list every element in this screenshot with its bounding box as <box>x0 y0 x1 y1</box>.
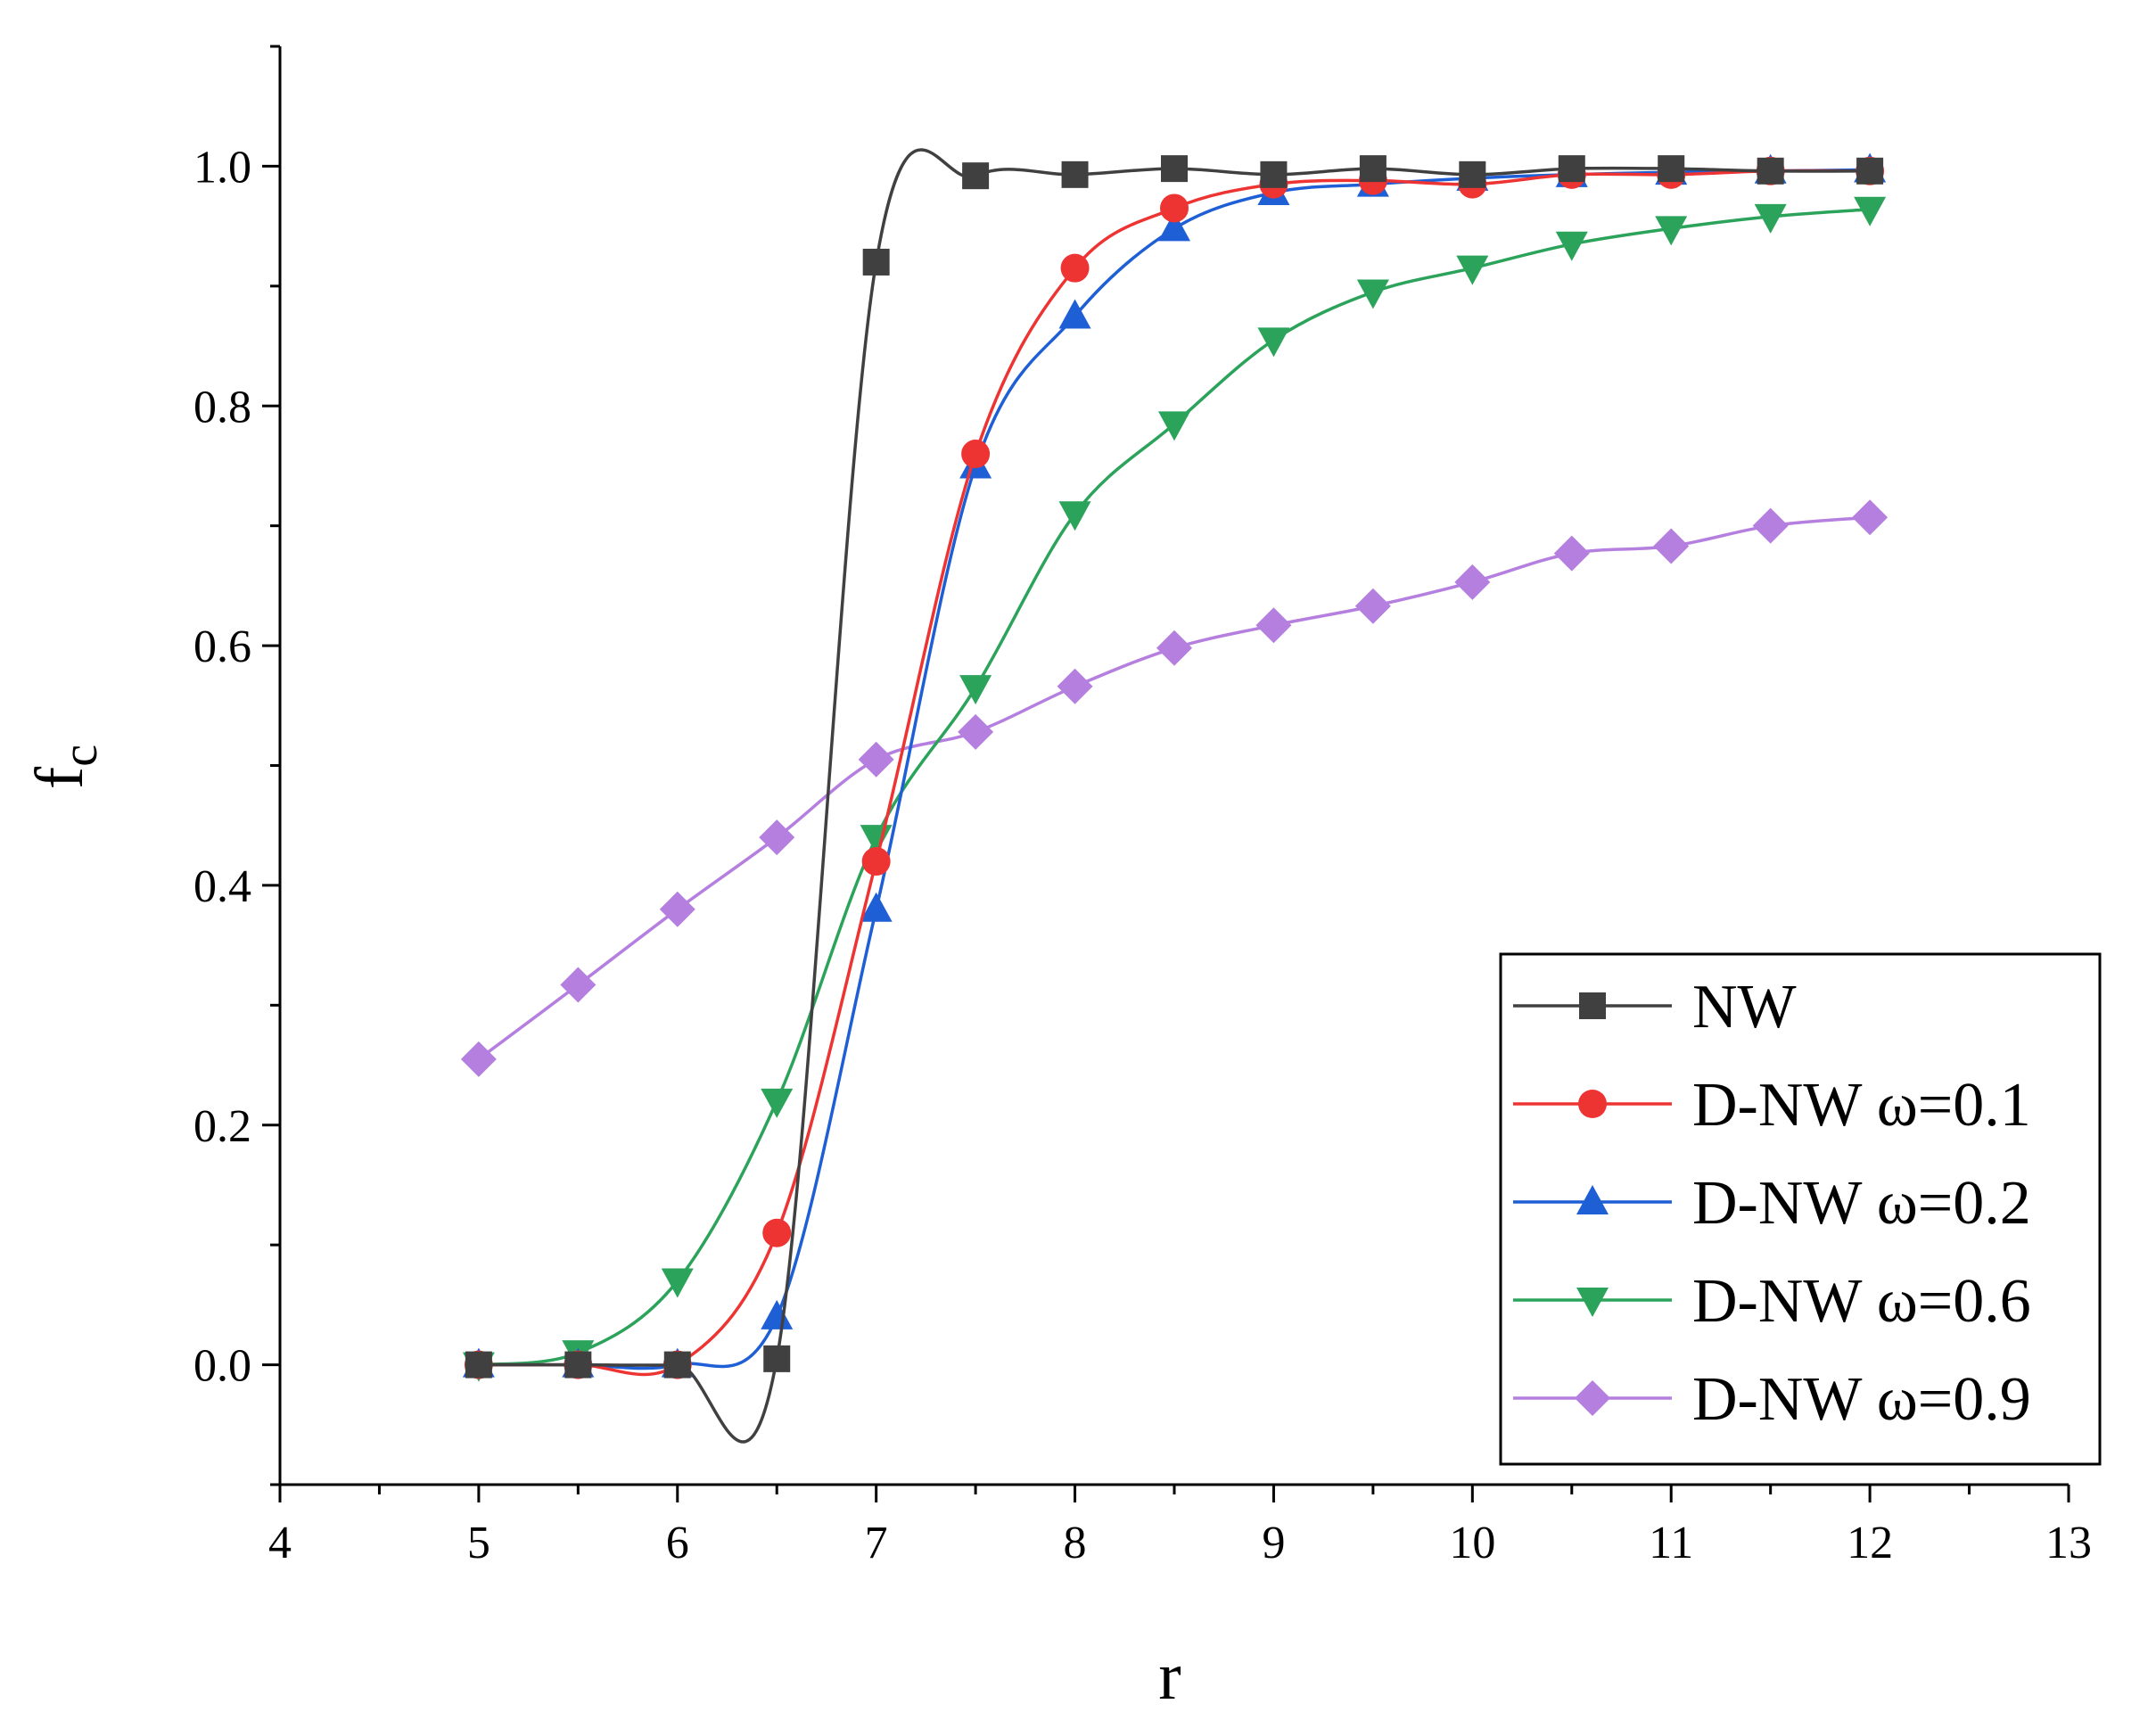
data-point <box>1658 155 1685 183</box>
data-point <box>1356 279 1389 309</box>
legend-marker <box>1579 992 1606 1019</box>
x-tick-label: 7 <box>865 1518 888 1568</box>
x-tick-label: 8 <box>1064 1518 1087 1568</box>
legend-marker <box>1578 1090 1607 1118</box>
data-point <box>1255 607 1292 644</box>
series-1 <box>465 148 1884 1444</box>
data-point <box>465 1351 492 1379</box>
data-point <box>1359 155 1387 183</box>
data-point <box>759 819 795 856</box>
y-axis-title-main: f <box>22 766 97 789</box>
data-point <box>1260 160 1288 188</box>
x-axis-title: r <box>1158 1639 1181 1712</box>
legend-entry: D-NW ω=0.1 <box>1513 1071 2031 1140</box>
data-point <box>1854 196 1887 226</box>
x-tick-label: 9 <box>1262 1518 1285 1568</box>
data-point <box>860 892 893 922</box>
legend-entry: D-NW ω=0.9 <box>1513 1365 2031 1434</box>
data-point <box>1752 507 1789 544</box>
data-point <box>1058 501 1091 531</box>
legend-label: D-NW ω=0.1 <box>1692 1071 2031 1140</box>
series-5 <box>460 499 1889 1077</box>
series-line <box>478 208 1871 1367</box>
x-tick-label: 6 <box>666 1518 689 1568</box>
data-point <box>460 1041 497 1077</box>
x-tick-label: 11 <box>1649 1518 1693 1568</box>
data-point <box>1257 327 1290 358</box>
data-point <box>1754 203 1787 234</box>
data-point <box>1553 535 1590 572</box>
data-point <box>1161 155 1188 183</box>
series-line <box>477 515 1871 1061</box>
legend-entry: NW <box>1513 973 1797 1041</box>
legend: NW D-NW ω=0.1 D-NW ω=0.2 D-NW ω=0.6 D-NW ω=0… <box>1499 952 2102 1466</box>
series-4 <box>462 196 1887 1382</box>
data-point <box>1852 499 1889 536</box>
data-point <box>1058 299 1091 329</box>
legend-box <box>1499 952 2102 1466</box>
data-point <box>1158 211 1190 242</box>
data-point <box>661 1268 694 1298</box>
axes-layer: 4 5 6 7 8 9 10 11 12 13 0.0 0.2 0.4 0.6 0.8 1.0 <box>193 45 2092 1568</box>
data-point <box>1555 231 1588 261</box>
data-point <box>560 967 597 1003</box>
data-point <box>663 1351 691 1379</box>
data-point <box>958 713 994 750</box>
data-point <box>564 1351 592 1379</box>
data-point <box>1558 155 1585 183</box>
y-tick-label: 0.2 <box>193 1101 251 1152</box>
data-point <box>761 1299 794 1329</box>
series-layer <box>460 148 1889 1444</box>
legend-marker <box>1575 1380 1610 1416</box>
data-point <box>1456 255 1489 285</box>
y-tick-label: 0.0 <box>193 1341 251 1392</box>
legend-label: NW <box>1692 973 1797 1041</box>
legend-label: D-NW ω=0.2 <box>1692 1169 2031 1238</box>
data-point <box>858 741 894 778</box>
data-point <box>1856 157 1884 185</box>
data-point <box>961 440 991 469</box>
x-tick-label: 10 <box>1449 1518 1495 1568</box>
legend-marker <box>1576 1288 1609 1317</box>
y-tick-label: 1.0 <box>193 142 251 193</box>
legend-label: D-NW ω=0.9 <box>1692 1365 2031 1434</box>
y-axis-title: fc <box>22 745 108 789</box>
data-point <box>1354 588 1391 624</box>
data-point <box>1060 253 1090 283</box>
data-point <box>1057 668 1093 704</box>
legend-label: D-NW ω=0.6 <box>1692 1267 2031 1336</box>
data-point <box>1653 528 1690 564</box>
legend-entry: D-NW ω=0.2 <box>1513 1169 2031 1238</box>
y-axis-title-subscript: c <box>53 745 108 767</box>
y-tick-label: 0.6 <box>193 621 251 672</box>
y-tick-label: 0.8 <box>193 382 251 432</box>
x-tick-label: 4 <box>268 1518 292 1568</box>
data-point <box>1156 630 1192 666</box>
data-point <box>1757 157 1784 185</box>
data-point <box>762 1218 792 1247</box>
data-point <box>959 675 992 705</box>
legend-marker <box>1576 1185 1609 1214</box>
y-tick-label: 0.4 <box>193 861 251 912</box>
data-point <box>761 1088 794 1118</box>
x-tick-label: 13 <box>2045 1518 2092 1568</box>
data-point <box>763 1345 791 1372</box>
data-point <box>1160 193 1189 223</box>
data-point <box>862 248 890 276</box>
data-point <box>659 891 695 927</box>
data-point <box>962 162 990 190</box>
data-point <box>1459 160 1486 188</box>
data-point <box>1454 564 1491 600</box>
legend-entry: D-NW ω=0.6 <box>1513 1267 2031 1336</box>
data-point <box>861 847 891 877</box>
data-point <box>1061 160 1089 188</box>
data-point <box>1158 411 1190 441</box>
x-tick-label: 5 <box>467 1518 490 1568</box>
x-tick-label: 12 <box>1847 1518 1893 1568</box>
data-point <box>1655 216 1688 246</box>
